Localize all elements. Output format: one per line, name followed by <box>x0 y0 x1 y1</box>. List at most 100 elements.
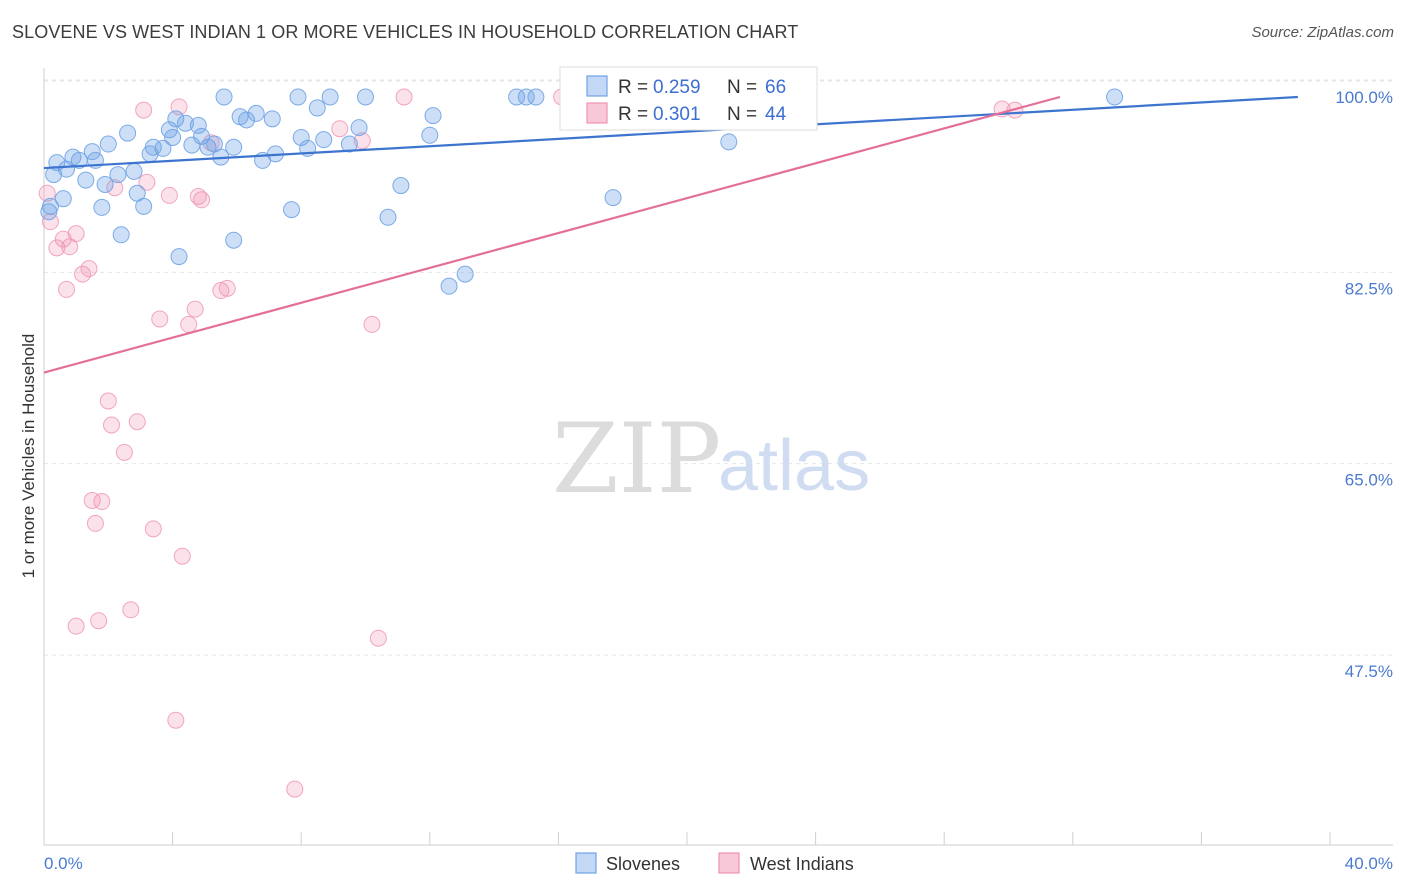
slovenes-point <box>508 88 526 106</box>
slovenes-point <box>96 175 114 193</box>
slovenes-point <box>225 231 243 249</box>
series-west-indians-points <box>38 88 1024 798</box>
x-tick-label-min: 0.0% <box>44 854 83 873</box>
y-tick-label: 100.0% <box>1335 88 1393 107</box>
stats-legend-pink-n-value: 44 <box>765 104 787 125</box>
slovenes-point <box>238 111 256 129</box>
slovenes-point <box>99 135 117 153</box>
slovenes-point <box>517 88 535 106</box>
west-indians-point <box>38 184 56 202</box>
slovenes-point <box>350 119 368 137</box>
slovenes-point <box>119 124 137 142</box>
slovenes-point <box>54 190 72 208</box>
x-ticks <box>43 832 1331 845</box>
slovenes-point <box>77 171 95 189</box>
slovenes-point <box>283 201 301 219</box>
y-tick-label: 65.0% <box>1345 471 1393 490</box>
slovenes-point <box>357 88 374 106</box>
west-indians-point <box>138 173 156 191</box>
stats-legend-blue-r-value: 0.259 <box>653 77 701 98</box>
west-indians-point <box>93 493 111 511</box>
west-indians-point <box>286 780 304 798</box>
slovenes-point <box>125 162 143 180</box>
legend-west-indians-label: West Indians <box>750 854 854 874</box>
slovenes-point <box>424 107 442 125</box>
slovenes-point <box>247 104 265 122</box>
west-indians-point <box>122 601 140 619</box>
series-slovenes-points <box>40 88 1124 295</box>
west-indians-point <box>128 413 146 431</box>
slovenes-point <box>164 128 182 146</box>
stats-legend-pink-swatch <box>586 102 608 124</box>
slovenes-point <box>421 126 439 144</box>
slovenes-point <box>83 143 101 161</box>
slovenes-point <box>321 88 339 106</box>
stats-legend-blue-n-value: 66 <box>765 77 786 98</box>
trend-lines <box>43 95 1298 374</box>
slovenes-point <box>112 226 130 244</box>
slovenes-point <box>154 139 172 157</box>
slovenes-point <box>289 88 307 106</box>
west-indians-point <box>193 191 211 209</box>
gridlines <box>44 79 1393 656</box>
y-axis-label: 1 or more Vehicles in Household <box>19 334 38 579</box>
west-indians-trend-line <box>43 95 1061 374</box>
chart-title: SLOVENE VS WEST INDIAN 1 OR MORE VEHICLE… <box>12 22 799 42</box>
stats-legend-pink-r-label: R = <box>618 104 648 125</box>
stats-legend-blue-r-label: R = <box>618 77 648 98</box>
west-indians-point <box>395 88 413 106</box>
slovenes-point <box>315 131 333 149</box>
slovenes-point <box>308 99 326 117</box>
source-credit: Source: ZipAtlas.com <box>1251 24 1394 41</box>
slovenes-point <box>604 189 622 207</box>
west-indians-point <box>363 315 381 333</box>
west-indians-point <box>103 416 121 434</box>
slovenes-point <box>1106 88 1124 106</box>
west-indians-point <box>218 279 236 297</box>
watermark-atlas: atlas <box>718 426 870 506</box>
slovenes-point <box>40 203 58 221</box>
west-indians-point <box>189 187 207 205</box>
slovenes-point <box>167 110 185 128</box>
west-indians-point <box>99 392 117 410</box>
west-indians-point <box>58 280 76 298</box>
slovenes-point <box>720 133 738 151</box>
stats-legend-blue-swatch <box>586 75 608 97</box>
slovenes-point <box>135 197 153 215</box>
west-indians-point <box>80 260 98 278</box>
legend-west-indians-swatch <box>718 852 740 874</box>
stats-legend-blue-n-label: N = <box>727 77 757 98</box>
west-indians-point <box>167 711 185 729</box>
west-indians-point <box>135 101 153 119</box>
stats-legend-pink-n-label: N = <box>727 104 757 125</box>
west-indians-point <box>180 315 198 333</box>
watermark: ZIP atlas <box>552 403 870 515</box>
slovenes-point <box>109 166 127 184</box>
stats-legend-pink-r-value: 0.301 <box>653 104 701 125</box>
west-indians-point <box>160 186 178 204</box>
west-indians-point <box>115 443 133 461</box>
slovenes-point <box>527 88 545 106</box>
legend-slovenes-swatch <box>575 852 597 874</box>
west-indians-point <box>144 520 162 538</box>
slovenes-point <box>176 114 194 132</box>
west-indians-point <box>331 120 349 138</box>
west-indians-point <box>86 514 104 532</box>
slovenes-point <box>379 208 397 226</box>
slovenes-point <box>193 127 211 145</box>
y-tick-label: 47.5% <box>1345 662 1393 681</box>
west-indians-point <box>106 179 124 197</box>
y-tick-label: 82.5% <box>1345 279 1393 298</box>
west-indians-point <box>151 310 169 328</box>
slovenes-point <box>456 265 474 283</box>
west-indians-point <box>48 239 66 257</box>
slovenes-point <box>215 88 233 106</box>
west-indians-point <box>353 132 371 150</box>
watermark-zip: ZIP <box>552 403 721 515</box>
west-indians-point <box>212 282 230 300</box>
stats-legend: R = 0.259 N = 66 R = 0.301 N = 44 <box>559 66 818 131</box>
slovenes-point <box>225 138 243 156</box>
slovenes-point <box>93 198 111 216</box>
slovenes-trend-line <box>43 95 1298 170</box>
west-indians-point <box>173 547 191 565</box>
